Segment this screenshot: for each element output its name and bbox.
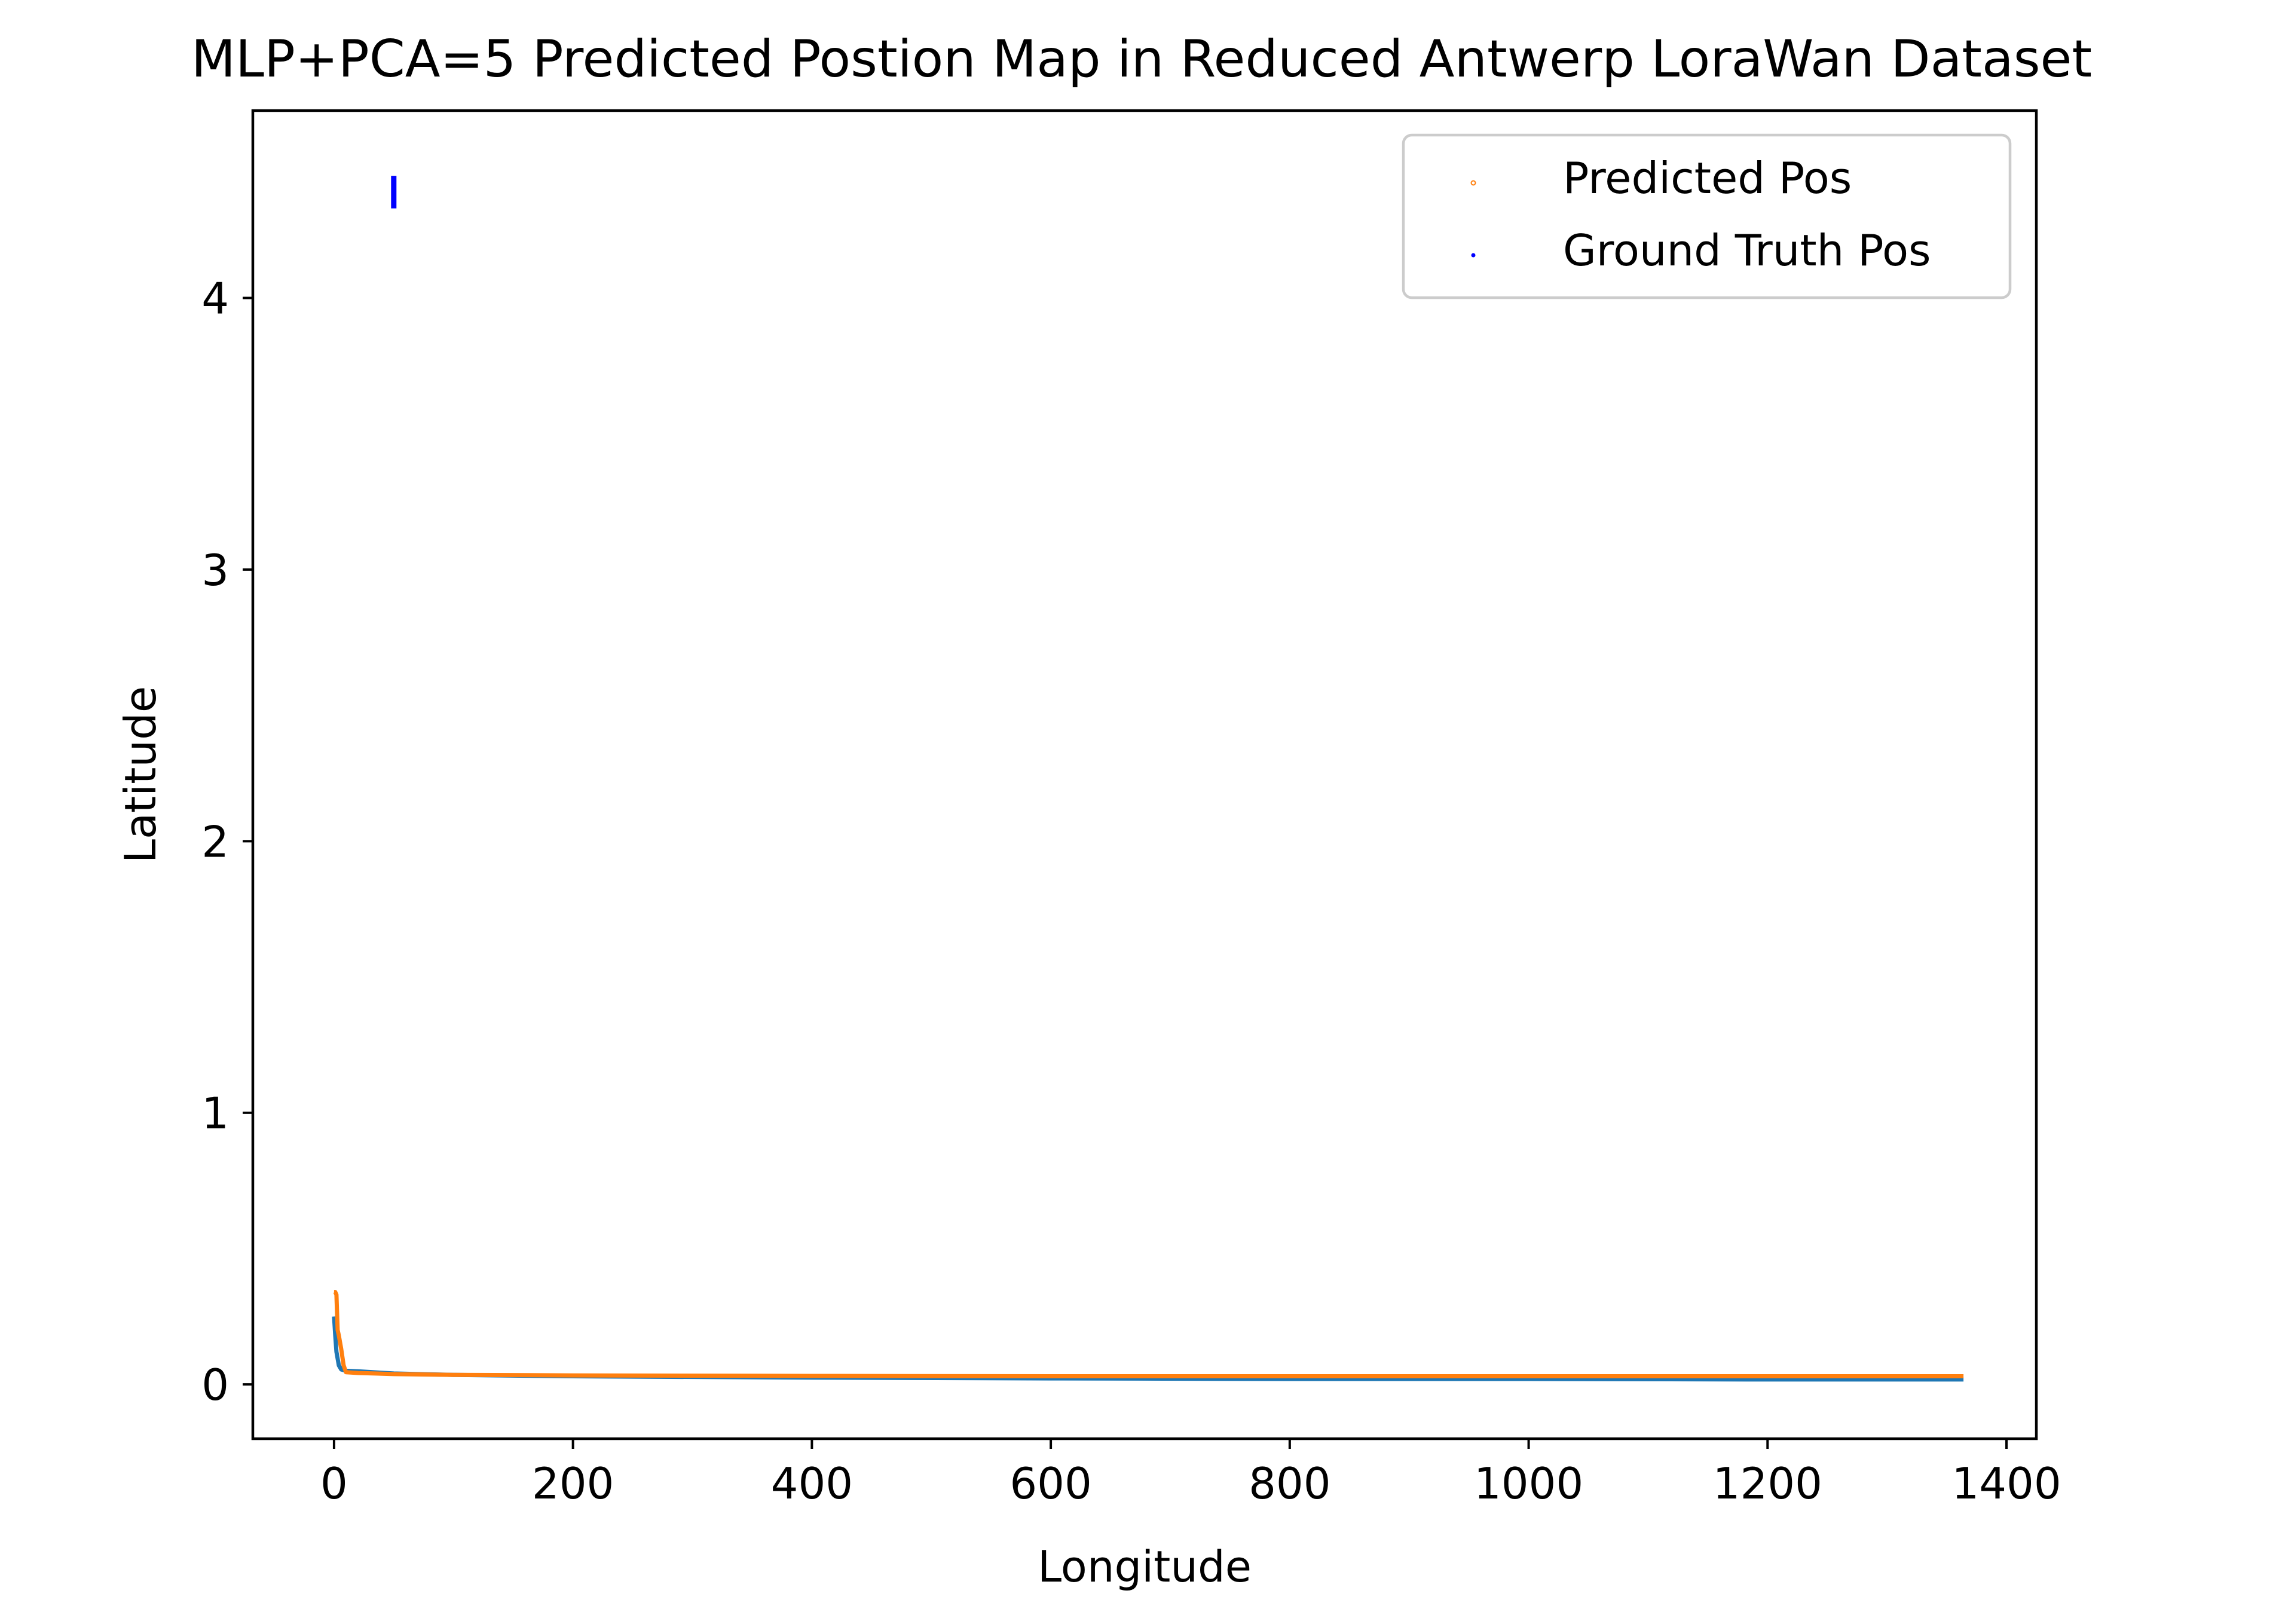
x-tick-label: 1000	[1474, 1458, 1583, 1509]
x-tick-label: 200	[532, 1458, 614, 1509]
y-axis-ticks: 0 1 2 3 4	[201, 274, 253, 1410]
legend-label-predicted: Predicted Pos	[1563, 153, 1852, 203]
x-tick-label: 800	[1249, 1458, 1330, 1509]
legend-marker-predicted	[1470, 180, 1476, 186]
legend-label-ground-truth: Ground Truth Pos	[1563, 225, 1931, 276]
y-tick-label: 0	[201, 1360, 229, 1410]
legend: Predicted Pos Ground Truth Pos	[1402, 133, 2012, 299]
y-tick-label: 1	[201, 1088, 229, 1139]
series-line-2	[333, 1290, 1964, 1378]
x-tick-label: 400	[771, 1458, 853, 1509]
legend-marker-ground-truth	[1471, 253, 1476, 258]
x-tick-label: 1400	[1951, 1458, 2061, 1509]
plot-frame	[251, 109, 2038, 1441]
x-axis-label: Longitude	[1038, 1542, 1252, 1592]
y-tick-label: 2	[201, 816, 229, 867]
plot-area	[332, 176, 1964, 1382]
legend-box	[1402, 133, 2012, 299]
chart-title: MLP+PCA=5 Predicted Postion Map in Reduc…	[191, 29, 2092, 89]
y-axis-label: Latitude	[115, 686, 166, 863]
series-line-1	[332, 1316, 1964, 1382]
x-tick-label: 1200	[1713, 1458, 1822, 1509]
x-tick-label: 0	[320, 1458, 348, 1509]
x-tick-label: 600	[1010, 1458, 1091, 1509]
x-axis-ticks: 0 200 400 600 800 1000 1200 1400	[320, 1439, 2061, 1509]
y-tick-label: 3	[201, 545, 229, 595]
y-tick-label: 4	[201, 274, 229, 324]
